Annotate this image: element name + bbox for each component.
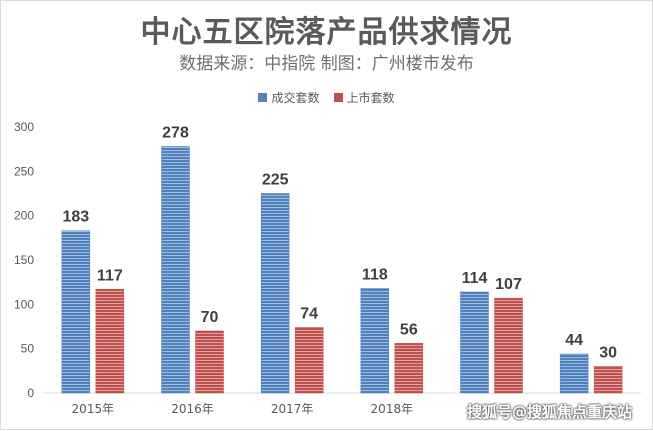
data-label: 118 [362,266,388,283]
bar-listings [195,330,224,394]
y-tick-label: 100 [14,297,34,311]
y-tick-label: 50 [21,342,35,356]
chart-subtitle: 数据来源：中指院 制图：广州楼市发布 [179,54,474,74]
data-label: 278 [162,125,189,142]
legend-swatch-deals [258,93,268,102]
bar-deals [460,291,489,394]
data-label: 74 [300,305,318,322]
bar-listings [394,343,424,394]
x-tick-label: 2016年 [171,402,214,416]
chart-title: 中心五区院落产品供求情况 [140,15,513,50]
y-tick-label: 200 [14,209,34,223]
legend-label-deals: 成交套数 [271,91,320,105]
y-tick-label: 250 [14,164,34,178]
legend-label-listings: 上市套数 [346,91,395,105]
x-tick-label: 2018年 [371,402,414,416]
bar-listings [593,366,623,394]
data-label: 183 [62,209,89,226]
bar-deals [161,146,190,394]
data-label: 117 [97,267,123,284]
y-tick-label: 300 [14,120,34,134]
y-tick-label: 150 [14,253,34,267]
legend-item-deals: 成交套数 [258,89,320,106]
bar-listings [494,297,523,394]
x-tick-label: 2015年 [72,402,115,416]
data-label: 107 [495,276,522,293]
data-label: 70 [201,309,219,326]
bar-listings [294,327,324,394]
data-label: 44 [565,332,583,349]
bar-deals [260,193,290,394]
bar-deals [360,288,390,394]
bar-deals [61,230,91,394]
bar-listings [95,289,125,394]
data-label: 30 [599,344,617,361]
watermark: 搜狐号@搜狐焦点重庆站 [466,403,632,421]
legend-item-listings: 上市套数 [333,89,395,106]
y-tick-label: 0 [27,386,34,400]
data-label: 114 [462,270,488,287]
x-tick-label: 2017年 [271,402,314,416]
bar-deals [559,353,589,394]
data-label: 56 [400,321,418,338]
legend: 成交套数 上市套数 [1,89,652,106]
data-label: 225 [262,172,289,189]
legend-swatch-listings [333,93,343,102]
